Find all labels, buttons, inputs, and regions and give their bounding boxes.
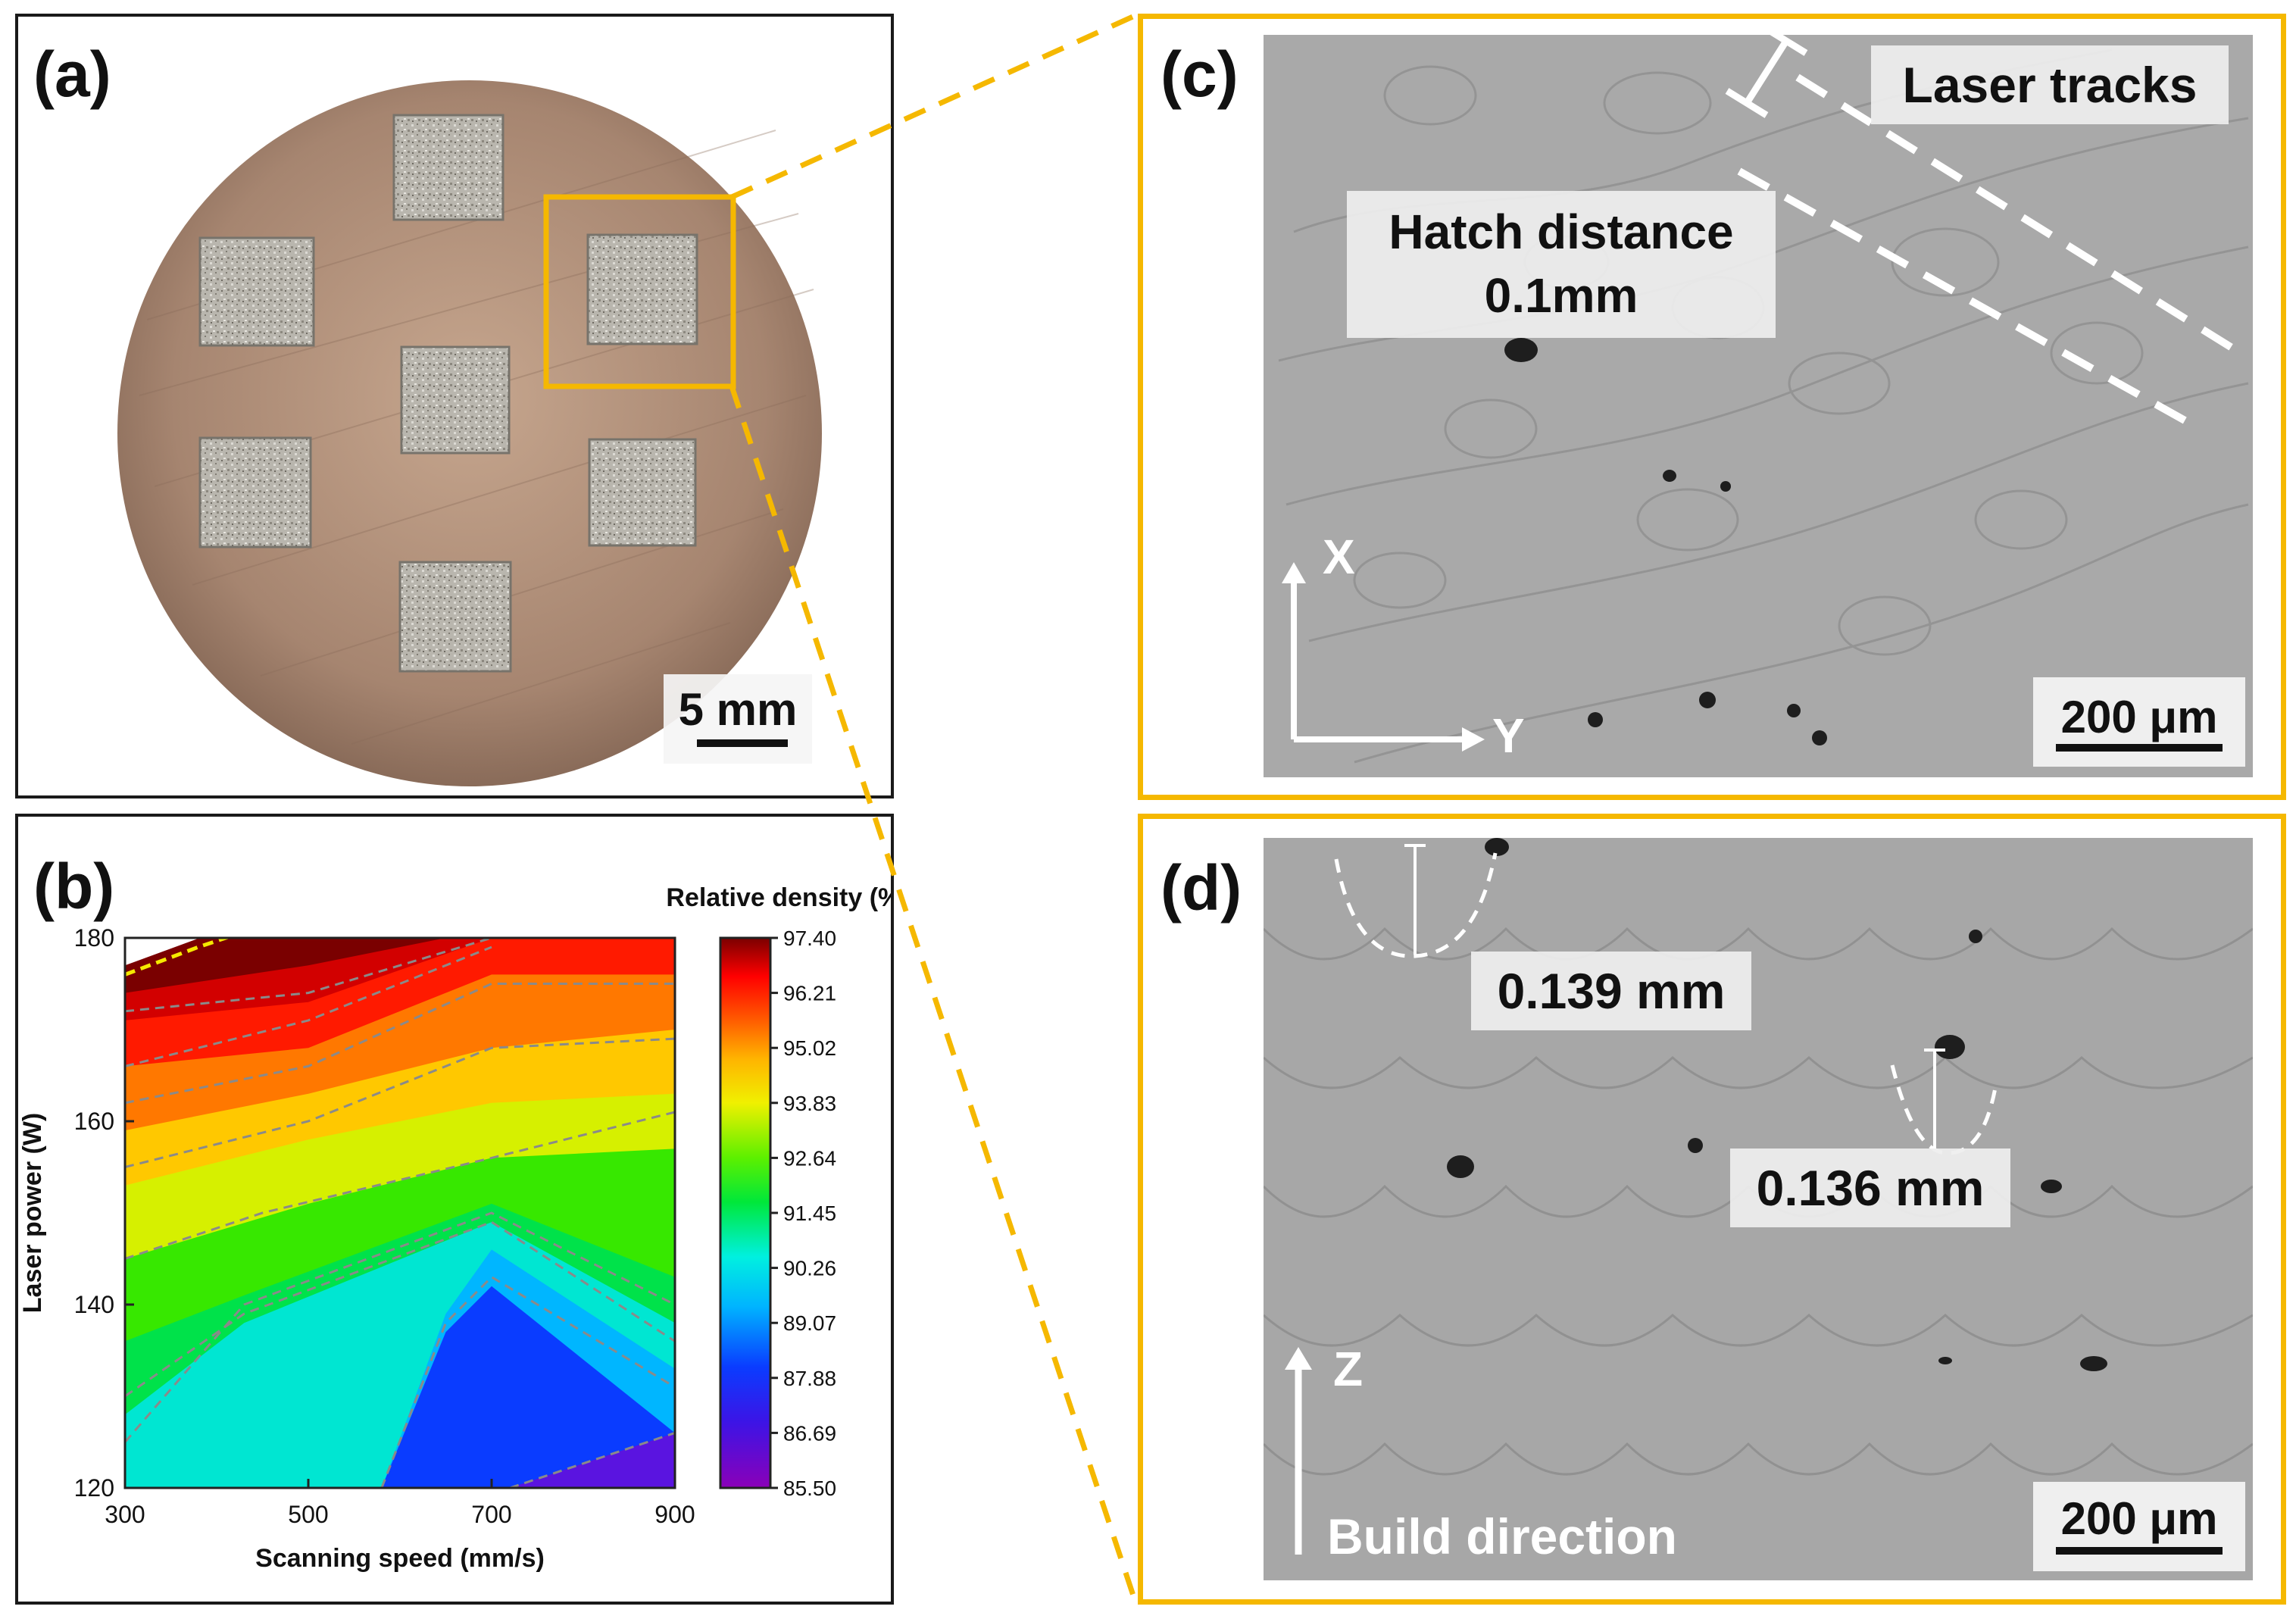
cube <box>392 114 504 221</box>
cube <box>198 436 312 548</box>
y-tick-label: 140 <box>74 1291 114 1318</box>
sample-photo <box>117 80 822 786</box>
y-tick-label: 160 <box>74 1108 114 1135</box>
density-band <box>381 1286 675 1488</box>
colorbar-tick-label: 91.45 <box>783 1202 836 1225</box>
scale-bar-d-line <box>2056 1547 2223 1555</box>
colorbar-tick-label: 85.50 <box>783 1477 836 1500</box>
scale-bar-c-label: 200 μm <box>2060 692 2218 742</box>
colorbar-tick-label: 95.02 <box>783 1036 836 1060</box>
x-tick-label: 900 <box>654 1501 695 1528</box>
colorbar-tick-label: 86.69 <box>783 1421 836 1445</box>
cube <box>586 233 698 345</box>
scale-bar-c: 200 μm <box>2033 677 2245 767</box>
colorbar-tick-label: 90.26 <box>783 1257 836 1280</box>
contour-line <box>125 1111 675 1260</box>
x-tick-label: 700 <box>471 1501 511 1528</box>
y-tick-label: 120 <box>74 1474 114 1502</box>
panel-b-label: (b) <box>33 851 115 922</box>
colorbar <box>719 936 772 1489</box>
melt-pool-markers <box>1334 844 1998 1155</box>
scale-bar-a-label: 5 mm <box>678 684 798 735</box>
contour-line <box>125 1220 675 1398</box>
connector-line-bottom <box>729 385 1139 1606</box>
plot-area-border <box>123 936 676 1489</box>
colorbar-tick-label: 87.88 <box>783 1367 836 1390</box>
laser-tracks-label: Laser tracks <box>1871 45 2229 124</box>
colorbar-tick-label: 92.64 <box>783 1146 836 1170</box>
scale-bar-d-label: 200 μm <box>2060 1493 2218 1544</box>
cube <box>588 438 697 547</box>
contour-line <box>125 1211 675 1443</box>
contour-line <box>125 1037 675 1168</box>
melt-pool-depth-2: 0.136 mm <box>1730 1149 2010 1227</box>
contour-line-max <box>125 938 233 977</box>
scale-bar-a-line <box>697 739 788 747</box>
y-tick-label: 180 <box>74 924 114 952</box>
xy-axes <box>1282 562 1485 752</box>
scale-bar-a: 5 mm <box>664 674 812 764</box>
panel-c-label: (c) <box>1160 39 1239 110</box>
panel-a-label: (a) <box>33 39 111 110</box>
colorbar-tick-label: 93.83 <box>783 1092 836 1115</box>
colorbar-tick-label: 89.07 <box>783 1311 836 1335</box>
melt-pool-depth-1: 0.139 mm <box>1471 952 1751 1030</box>
hatch-distance-line1: Hatch distance <box>1389 205 1734 259</box>
density-contour-chart: 300 500 700 900 180 160 140 120 Scanning speed… <box>18 883 891 1573</box>
y-axis-label: Laser power (W) <box>18 1113 47 1313</box>
zoom-highlight-box <box>543 194 736 389</box>
micrograph-c <box>1264 35 2253 777</box>
panel-b-frame <box>15 814 894 1605</box>
laser-track-markers <box>1737 73 2248 433</box>
x-axis-label: Scanning speed (mm/s) <box>255 1544 545 1573</box>
cube <box>400 345 511 455</box>
density-band <box>510 1433 675 1488</box>
contour-line <box>125 945 492 1067</box>
build-direction-arrow <box>1285 1347 1312 1555</box>
connector-line-top <box>730 12 1138 200</box>
x-tick-label: 300 <box>105 1501 145 1528</box>
panel-c-frame <box>1138 14 2286 800</box>
axis-y-label: Y <box>1492 708 1525 763</box>
panel-a-frame <box>15 14 894 798</box>
contour-line <box>509 1431 675 1488</box>
cube <box>398 561 512 673</box>
contour-line <box>125 938 492 1013</box>
build-direction-label: Build direction <box>1327 1508 1677 1564</box>
hatch-distance-marker <box>1725 35 1808 118</box>
panel-d-label: (d) <box>1160 852 1242 924</box>
scale-bar-d: 200 μm <box>2033 1482 2245 1571</box>
axis-z-label: Z <box>1333 1342 1364 1396</box>
hatch-distance-line2: 0.1mm <box>1484 268 1638 323</box>
axis-x-label: X <box>1323 530 1355 584</box>
contour-line <box>380 1275 675 1488</box>
scale-bar-c-line <box>2056 744 2223 752</box>
hatch-distance-label: Hatch distance 0.1mm <box>1347 191 1776 338</box>
colorbar-tick-label: 96.21 <box>783 982 836 1005</box>
printed-cubes <box>198 114 698 673</box>
cube <box>198 236 315 347</box>
panel-d-frame <box>1138 814 2286 1605</box>
colorbar-tick-label: 97.40 <box>783 927 836 950</box>
colorbar-title: Relative density (%) <box>666 883 891 912</box>
contour-line <box>125 983 675 1105</box>
x-tick-label: 500 <box>288 1501 328 1528</box>
